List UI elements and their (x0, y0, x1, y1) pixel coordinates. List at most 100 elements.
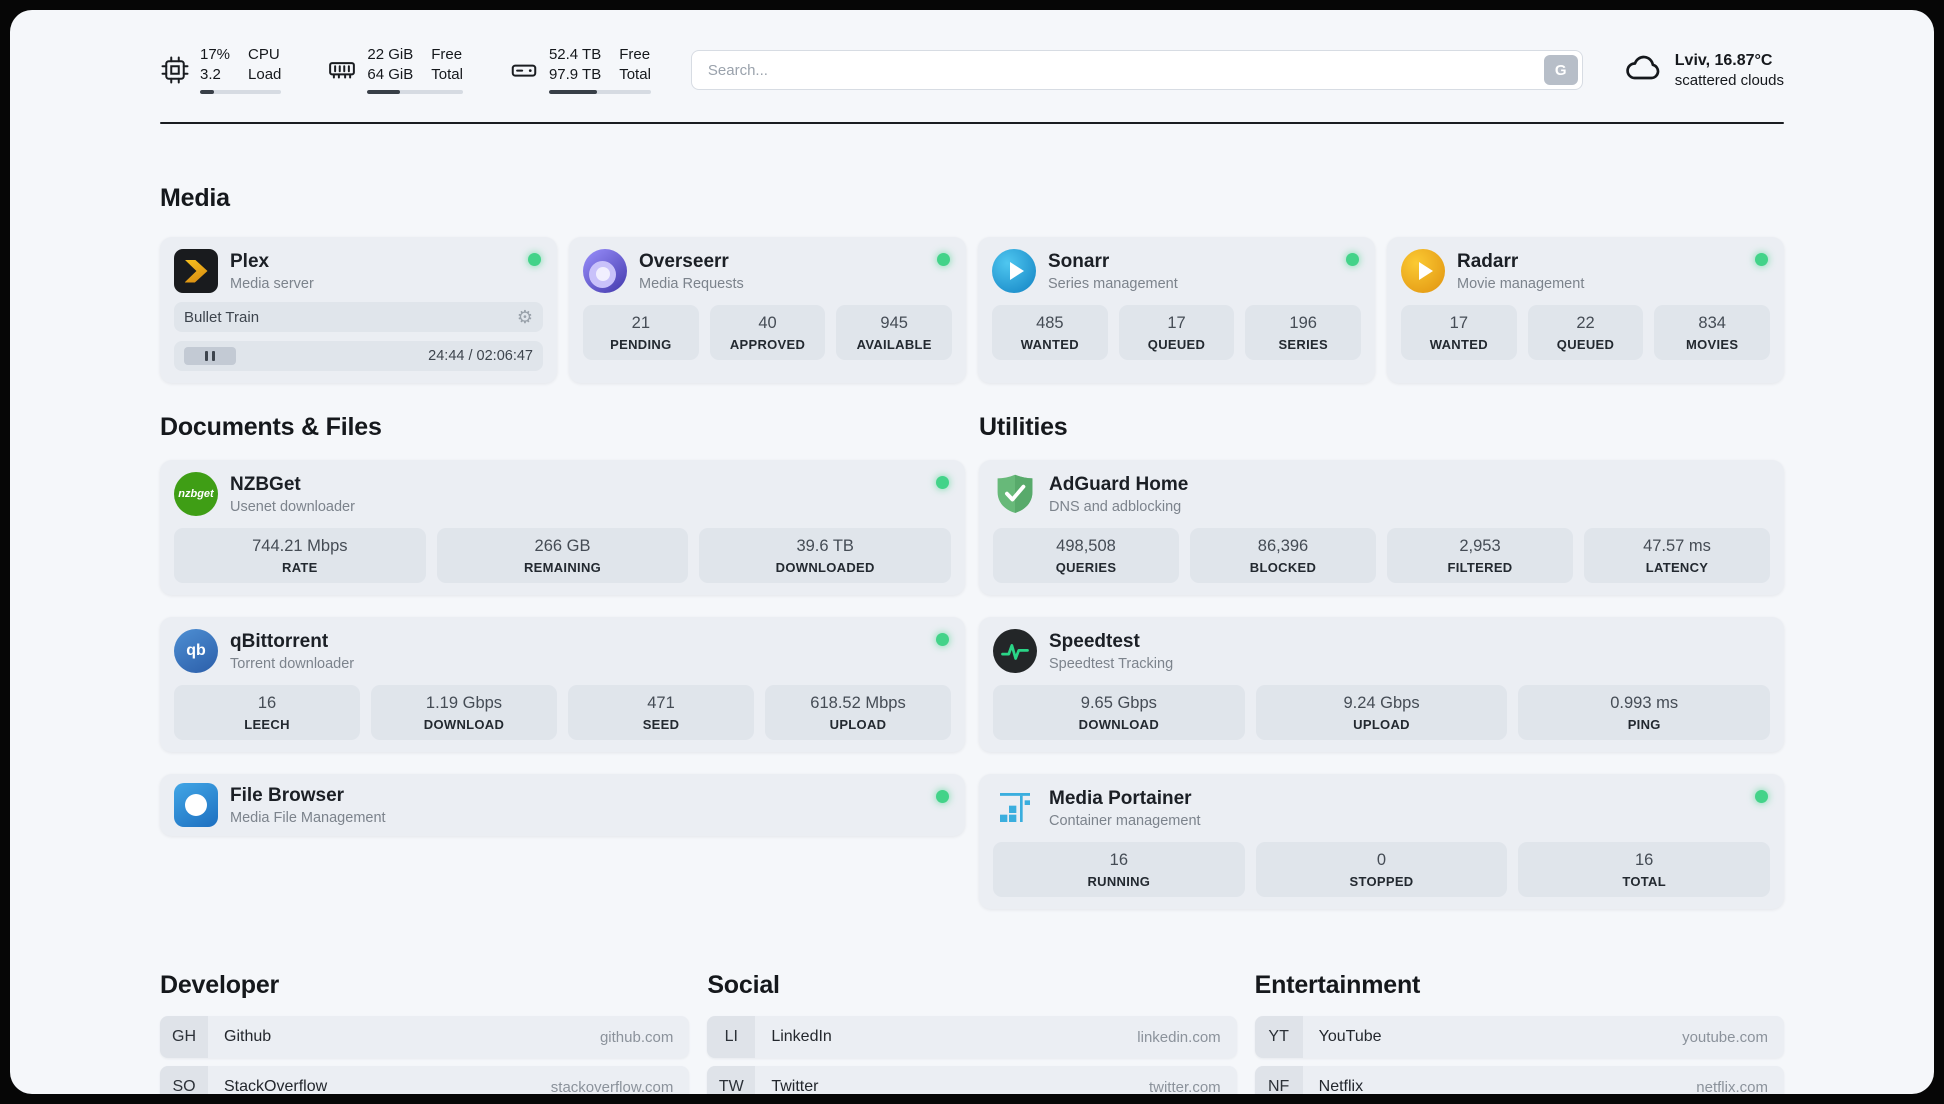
cpu-label: CPU (248, 46, 280, 63)
app-subtitle: Series management (1048, 275, 1178, 292)
stats-row: 485 WANTED 17 QUEUED 196 SERIES (992, 305, 1362, 360)
stat-value: 16 (1635, 851, 1654, 869)
card-header: AdGuard Home DNS and adblocking (993, 472, 1770, 516)
bookmark-linkedin[interactable]: LI LinkedIn linkedin.com (707, 1016, 1237, 1058)
speedtest-icon (993, 629, 1037, 673)
now-playing-row: Bullet Train ⚙ (174, 302, 543, 332)
plex-icon (174, 249, 218, 293)
app-name: Overseerr (639, 250, 729, 272)
stat-approved: 40 APPROVED (709, 305, 826, 360)
stat-value: 40 (758, 314, 777, 332)
overseerr-card[interactable]: Overseerr Media Requests 21 PENDING 40 A… (569, 237, 966, 383)
app-subtitle: Movie management (1457, 275, 1585, 292)
bookmark-github[interactable]: GH Github github.com (160, 1016, 690, 1058)
disk-free-value: 52.4 TB (548, 46, 602, 63)
stat-value: 618.52 Mbps (810, 694, 906, 712)
topbar: 17% 3.2 CPU Load (160, 46, 1784, 94)
stat-label: SERIES (1278, 337, 1328, 352)
bookmark-netflix[interactable]: NF Netflix netflix.com (1254, 1066, 1784, 1094)
card-header: Radarr Movie management (1401, 249, 1770, 293)
nzbget-card[interactable]: nzbget NZBGet Usenet downloader 744.21 M… (160, 460, 965, 595)
search-input[interactable] (690, 50, 1583, 90)
playback-time-current: 24:44 (428, 348, 465, 364)
stat-label: PENDING (610, 337, 672, 352)
bookmark-url: youtube.com (1682, 1028, 1768, 1046)
stat-value: 471 (647, 694, 675, 712)
bookmark-url: linkedin.com (1137, 1028, 1221, 1046)
stat-label: MOVIES (1685, 337, 1739, 352)
portainer-crane-icon (993, 786, 1037, 830)
youtube-abbr-badge: YT (1254, 1016, 1303, 1058)
stat-total: 16 TOTAL (1518, 842, 1771, 897)
pause-button[interactable] (184, 347, 236, 365)
stats-row: 16 LEECH 1.19 Gbps DOWNLOAD 471 SEED 6 (174, 685, 951, 740)
playback-time-separator: / (464, 348, 477, 364)
stat-label: QUEUED (1556, 337, 1615, 352)
stat-value: 9.65 Gbps (1080, 694, 1157, 712)
ram-total-value: 64 GiB (367, 66, 414, 83)
app-subtitle: Media Requests (639, 275, 744, 292)
bookmark-twitter[interactable]: TW Twitter twitter.com (707, 1066, 1237, 1094)
stat-value: 47.57 ms (1643, 537, 1711, 555)
app-name: AdGuard Home (1049, 473, 1189, 495)
bookmark-url: stackoverflow.com (550, 1078, 674, 1095)
plex-chevron-glyph (184, 259, 208, 283)
filebrowser-icon (174, 783, 218, 827)
bookmark-youtube[interactable]: YT YouTube youtube.com (1254, 1016, 1784, 1058)
cpu-progress-fill (200, 90, 214, 94)
stat-value: 485 (1036, 314, 1064, 332)
section-media: Media Plex Media server Bullet Train ⚙ (160, 184, 1784, 383)
memory-icon (327, 55, 357, 85)
disk-free-label: Free (619, 46, 651, 63)
qbittorrent-status-dot (936, 633, 949, 646)
stat-value: 86,396 (1257, 537, 1309, 555)
bookmark-name: Github (224, 1028, 272, 1045)
stat-filtered: 2,953 FILTERED (1387, 528, 1573, 583)
stat-value: 1.19 Gbps (425, 694, 503, 712)
stats-row: 9.65 Gbps DOWNLOAD 9.24 Gbps UPLOAD 0.99… (993, 685, 1771, 740)
stat-movies: 834 MOVIES (1654, 305, 1771, 360)
cloud-icon (1623, 48, 1663, 93)
portainer-card[interactable]: Media Portainer Container management 16 … (979, 774, 1784, 909)
stat-remaining: 266 GB REMAINING (436, 528, 689, 583)
search-bar: G (690, 50, 1583, 90)
stat-value: 21 (631, 314, 651, 332)
cpu-load-value: 3.2 (200, 66, 221, 83)
speedtest-card[interactable]: Speedtest Speedtest Tracking 9.65 Gbps D… (979, 617, 1784, 752)
bookmark-name: Netflix (1318, 1078, 1364, 1094)
sonarr-card[interactable]: Sonarr Series management 485 WANTED 17 Q… (978, 237, 1375, 383)
stat-label: REMAINING (523, 560, 602, 575)
cpu-usage-value: 17% (200, 46, 231, 63)
stat-value: 498,508 (1056, 537, 1116, 555)
stat-wanted: 17 WANTED (1401, 305, 1517, 360)
plex-card[interactable]: Plex Media server Bullet Train ⚙ 24:44 /… (160, 237, 557, 383)
ram-progress-bar (367, 90, 463, 94)
qbittorrent-card[interactable]: qb qBittorrent Torrent downloader 16 LEE… (160, 617, 965, 752)
stat-latency: 47.57 ms LATENCY (1584, 528, 1770, 583)
stat-label: DOWNLOADED (775, 560, 875, 575)
bookmarks-area: Developer GH Github github.com SO StackO… (160, 971, 1784, 1094)
stat-value: 39.6 TB (796, 537, 854, 555)
disk-progress-fill (548, 90, 597, 94)
section-title-social: Social (707, 971, 780, 999)
radarr-card[interactable]: Radarr Movie management 17 WANTED 22 QUE… (1387, 237, 1784, 383)
settings-gear-icon[interactable]: ⚙ (516, 307, 533, 327)
netflix-abbr-badge: NF (1254, 1066, 1303, 1094)
card-header: qb qBittorrent Torrent downloader (174, 629, 951, 673)
play-icon (1009, 262, 1024, 280)
stat-label: FILTERED (1447, 560, 1513, 575)
search-engine-button[interactable]: G (1543, 55, 1578, 85)
bookmark-stackoverflow[interactable]: SO StackOverflow stackoverflow.com (160, 1066, 690, 1095)
cpu-widget: 17% 3.2 CPU Load (160, 46, 282, 94)
stat-label: BLOCKED (1249, 560, 1317, 575)
stat-value: 266 GB (534, 537, 591, 555)
stat-leech: 16 LEECH (174, 685, 360, 740)
stat-label: LEECH (244, 717, 290, 732)
stat-value: 0.993 ms (1610, 694, 1679, 712)
card-header: Sonarr Series management (992, 249, 1361, 293)
disk-icon (509, 55, 539, 85)
stat-label: RATE (282, 560, 318, 575)
filebrowser-card[interactable]: File Browser Media File Management (160, 774, 965, 836)
stat-queries: 498,508 QUERIES (993, 528, 1179, 583)
adguard-card[interactable]: AdGuard Home DNS and adblocking 498,508 … (979, 460, 1784, 595)
